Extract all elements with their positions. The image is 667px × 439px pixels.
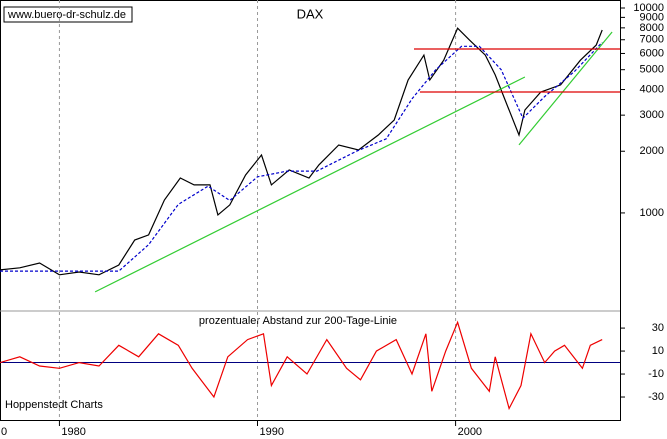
y-tick-label: 5000 xyxy=(640,64,664,76)
series-line xyxy=(518,31,613,146)
panel-title: prozentualer Abstand zur 200-Tage-Linie xyxy=(199,315,397,327)
plot-frame xyxy=(0,0,621,421)
y-tick-label: 10000 xyxy=(633,2,664,14)
x-tick-label: 1980 xyxy=(61,426,85,438)
y-tick-label: 30 xyxy=(652,322,664,334)
series-line xyxy=(0,41,603,272)
y-tick-label: 3000 xyxy=(640,109,664,121)
y-tick-label: 4000 xyxy=(640,83,664,95)
chart-title: DAX xyxy=(297,6,324,21)
series-line xyxy=(0,320,603,411)
x-edge-label: 0 xyxy=(1,426,7,438)
x-tick-label: 1990 xyxy=(260,426,284,438)
watermark: www.buero-dr-schulz.de xyxy=(7,9,126,21)
series-line xyxy=(0,27,603,276)
y-tick-label: 9000 xyxy=(640,11,664,23)
y-tick-label: 6000 xyxy=(640,47,664,59)
y-tick-label: 10 xyxy=(652,345,664,357)
y-tick-label: 1000 xyxy=(640,207,664,219)
watermark-box xyxy=(3,6,133,23)
series-line xyxy=(94,76,526,293)
y-tick-label: 2000 xyxy=(640,145,664,157)
x-tick-label: 2000 xyxy=(458,426,482,438)
y-tick-label: -10 xyxy=(648,368,664,380)
y-tick-label: 8000 xyxy=(640,22,664,34)
source-note: Hoppenstedt Charts xyxy=(5,399,103,411)
y-tick-label: -30 xyxy=(648,391,664,403)
y-tick-label: 7000 xyxy=(640,34,664,46)
